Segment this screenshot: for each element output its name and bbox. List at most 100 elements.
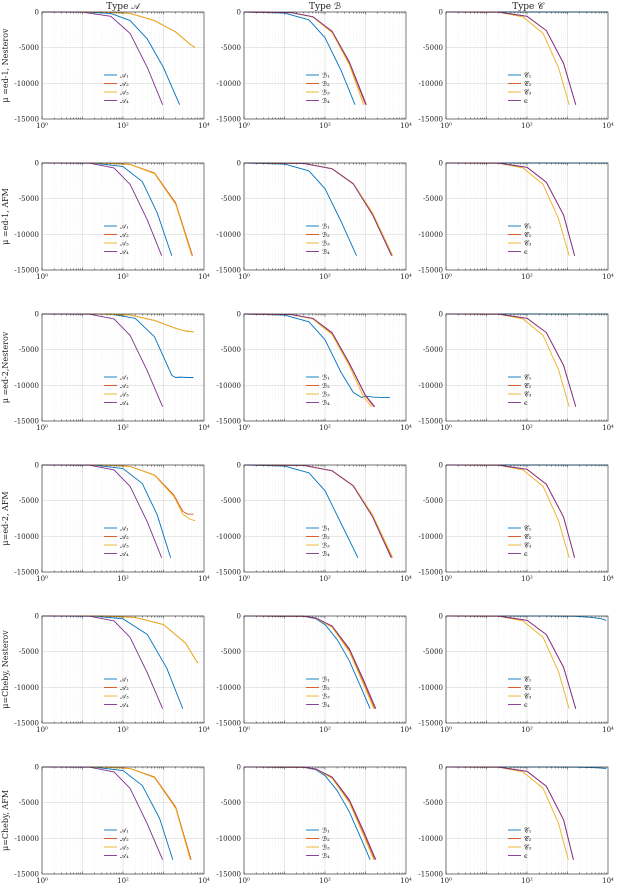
series-line [243,11,367,105]
x-tick-label: 10² [521,424,533,432]
x-tick-label: 10⁰ [440,726,452,734]
legend-entry: ϵ [524,550,528,558]
legend-entry: 𝒜₁ [120,676,129,684]
legend-entry: 𝒜₂ [120,835,129,843]
legend-entry: ℬ₂ [322,533,330,541]
y-tick-label: -15000 [418,720,443,728]
x-tick-label: 10² [117,575,129,583]
y-tick-label: -5000 [19,799,39,807]
legend-entry: ϵ [524,852,528,860]
y-tick-label: -5000 [19,346,39,354]
x-tick-label: 10⁴ [602,424,614,432]
x-tick-label: 10² [117,122,129,130]
legend-entry: 𝒜₄ [120,97,129,105]
x-tick-label: 10⁰ [238,424,250,432]
legend-entry: 𝒜₂ [120,80,129,88]
y-tick-label: -5000 [423,497,443,505]
y-tick-label: -5000 [221,497,241,505]
series-line [243,464,359,558]
legend-entry: ℬ₂ [322,382,330,390]
y-tick-label: -15000 [216,418,241,426]
y-tick-label: -10000 [418,80,443,88]
y-tick-label: -15000 [418,569,443,577]
y-tick-label: -10000 [14,835,39,843]
x-tick-label: 10² [521,575,533,583]
row-label: μ =ed-1, Nesterov [1,28,10,103]
y-tick-label: -15000 [14,569,39,577]
column-title-a: Type 𝒜 [106,2,141,12]
y-tick-label: 0 [35,311,39,319]
y-tick-label: -5000 [423,346,443,354]
y-tick-label: -10000 [216,382,241,390]
legend-entry: 𝒞₁ [524,676,532,684]
y-tick-label: -10000 [216,684,241,692]
x-tick-label: 10² [319,122,331,130]
legend-entry: ℬ₁ [322,223,330,231]
y-tick-label: -5000 [423,195,443,203]
legend-entry: 𝒞₃ [524,844,532,852]
y-tick-label: 0 [237,613,241,621]
x-tick-label: 10⁰ [440,424,452,432]
y-tick-label: -10000 [418,231,443,239]
legend-entry: 𝒞₂ [524,80,532,88]
series-line [243,162,392,256]
y-tick-label: -10000 [418,533,443,541]
y-tick-label: -10000 [14,382,39,390]
legend-entry: ℬ₄ [322,97,330,105]
x-tick-label: 10⁴ [400,273,412,281]
y-tick-label: -10000 [216,533,241,541]
y-tick-label: 0 [237,764,241,772]
legend-entry: 𝒜₄ [120,701,129,709]
x-tick-label: 10² [521,726,533,734]
x-tick-label: 10⁰ [36,122,48,130]
y-tick-label: -5000 [221,799,241,807]
y-tick-label: -5000 [221,346,241,354]
y-tick-label: -10000 [216,80,241,88]
x-tick-label: 10² [117,726,129,734]
legend-entry: ℬ₂ [322,80,330,88]
legend-entry: 𝒜₃ [120,693,129,701]
x-tick-label: 10⁴ [602,575,614,583]
x-tick-label: 10⁴ [198,122,210,130]
legend-entry: ℬ₂ [322,231,330,239]
legend-entry: 𝒞₃ [524,693,532,701]
y-tick-label: -5000 [221,44,241,52]
y-tick-label: 0 [35,462,39,470]
legend-entry: 𝒞₂ [524,684,532,692]
x-tick-label: 10² [117,424,129,432]
legend-entry: ℬ₂ [322,684,330,692]
y-tick-label: 0 [439,311,443,319]
y-tick-label: -15000 [216,720,241,728]
y-tick-label: -10000 [418,835,443,843]
legend-entry: 𝒜₄ [120,248,129,256]
legend-entry: ϵ [524,248,528,256]
x-tick-label: 10² [319,877,331,885]
y-tick-label: -5000 [19,497,39,505]
y-tick-label: -5000 [19,44,39,52]
row-label: μ=Cheby, Nesterov [1,630,10,709]
x-tick-label: 10⁰ [440,575,452,583]
legend-entry: 𝒜₁ [120,827,129,835]
y-tick-label: 0 [439,160,443,168]
x-tick-label: 10⁰ [238,877,250,885]
y-tick-label: -15000 [14,720,39,728]
y-tick-label: 0 [237,462,241,470]
row-label: μ =ed-1, AFM [1,188,10,245]
x-tick-label: 10⁰ [36,877,48,885]
legend-entry: 𝒞₃ [524,240,532,248]
legend-entry: 𝒜₂ [120,684,129,692]
legend-entry: 𝒞₁ [524,223,532,231]
legend-entry: ℬ₁ [322,72,330,80]
legend-entry: ℬ₁ [322,676,330,684]
x-tick-label: 10⁴ [400,424,412,432]
